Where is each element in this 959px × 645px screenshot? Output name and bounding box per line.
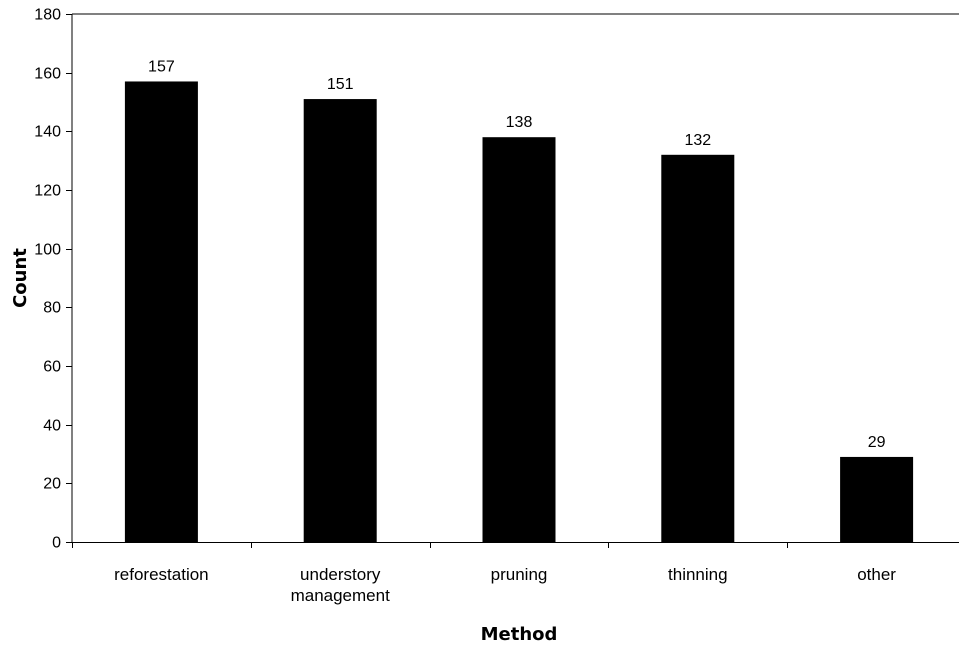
data-label: 29	[868, 434, 886, 451]
y-tick-label: 120	[34, 183, 61, 200]
x-tick-label: understory management	[291, 565, 391, 605]
bar	[303, 99, 377, 543]
y-axis-title: Count	[10, 248, 31, 308]
data-label: 157	[148, 58, 175, 75]
y-axis: 0 20 40 60 80 100 120 140 160 180	[34, 7, 73, 552]
y-tick-label: 140	[34, 124, 61, 141]
data-label: 151	[327, 76, 354, 93]
bar	[840, 456, 914, 542]
bar	[124, 81, 198, 542]
x-tick-label: pruning	[491, 565, 548, 584]
data-label: 138	[506, 114, 533, 131]
y-tick-label: 160	[34, 66, 61, 83]
x-tick-label: thinning	[668, 565, 728, 584]
bar	[482, 137, 556, 542]
data-label: 132	[684, 132, 711, 149]
y-tick-label: 180	[34, 7, 61, 24]
y-tick-label: 100	[34, 242, 61, 259]
y-tick-label: 80	[43, 300, 61, 317]
x-axis-title: Method	[481, 624, 558, 645]
y-tick-label: 40	[43, 418, 61, 435]
bar	[661, 154, 735, 543]
y-tick-label: 20	[43, 476, 61, 493]
x-axis: reforestation understory management pruning…	[72, 542, 959, 605]
y-tick-label: 0	[52, 535, 61, 552]
plot-area: 157 151 138 132 29	[72, 13, 959, 543]
x-tick-label: reforestation	[114, 565, 209, 584]
x-tick-label: other	[857, 565, 896, 584]
y-tick-label: 60	[43, 359, 61, 376]
